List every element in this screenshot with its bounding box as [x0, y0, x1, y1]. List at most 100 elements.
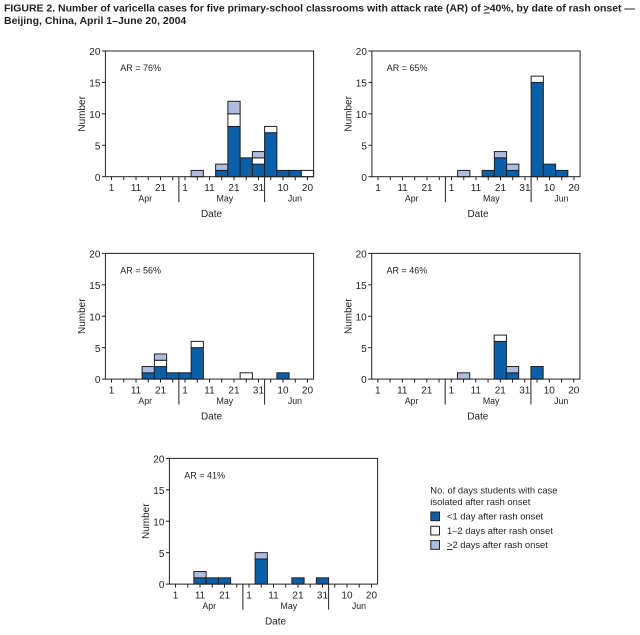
svg-text:0: 0	[159, 580, 165, 591]
svg-text:10: 10	[277, 386, 289, 397]
svg-text:11: 11	[397, 183, 408, 194]
svg-text:31: 31	[519, 183, 531, 194]
svg-text:1–2 days after rash onset: 1–2 days after rash onset	[447, 525, 553, 536]
svg-text:11: 11	[131, 183, 142, 194]
svg-text:21: 21	[495, 386, 507, 397]
svg-text:20: 20	[153, 455, 165, 466]
svg-text:1: 1	[375, 386, 381, 397]
svg-text:10: 10	[89, 110, 101, 121]
svg-text:Jun: Jun	[352, 601, 366, 611]
svg-text:11: 11	[397, 386, 408, 397]
svg-text:1: 1	[246, 591, 252, 602]
svg-text:Apr: Apr	[405, 194, 419, 204]
svg-text:21: 21	[292, 591, 304, 602]
svg-text:5: 5	[361, 344, 367, 355]
svg-text:AR = 76%: AR = 76%	[120, 63, 161, 73]
svg-text:Date: Date	[201, 209, 223, 220]
svg-text:Date: Date	[265, 616, 287, 627]
svg-text:Jun: Jun	[554, 194, 568, 204]
svg-text:11: 11	[268, 591, 279, 602]
svg-text:Date: Date	[467, 411, 489, 422]
svg-text:20: 20	[568, 183, 580, 194]
svg-text:10: 10	[153, 517, 165, 528]
svg-text:May: May	[483, 396, 500, 406]
svg-text:15: 15	[89, 79, 101, 90]
svg-text:31: 31	[253, 386, 265, 397]
svg-text:1: 1	[109, 183, 115, 194]
svg-text:20: 20	[302, 386, 314, 397]
svg-text:Number: Number	[343, 298, 354, 334]
svg-text:10: 10	[89, 312, 101, 323]
svg-text:21: 21	[421, 183, 433, 194]
svg-text:15: 15	[153, 486, 165, 497]
svg-text:21: 21	[228, 183, 240, 194]
svg-text:20: 20	[302, 183, 314, 194]
svg-text:31: 31	[317, 591, 329, 602]
svg-text:1: 1	[173, 591, 179, 602]
svg-text:1: 1	[182, 183, 188, 194]
svg-text:Number: Number	[77, 95, 88, 131]
svg-text:0: 0	[361, 375, 367, 386]
svg-text:11: 11	[471, 386, 482, 397]
svg-text:20: 20	[89, 250, 101, 261]
svg-text:1: 1	[375, 183, 381, 194]
svg-text:May: May	[483, 194, 500, 204]
svg-text:11: 11	[204, 386, 215, 397]
svg-text:21: 21	[495, 183, 507, 194]
svg-text:No. of days students with case: No. of days students with case	[430, 484, 557, 495]
svg-text:21: 21	[228, 386, 240, 397]
svg-text:10: 10	[356, 110, 368, 121]
svg-text:0: 0	[95, 375, 101, 386]
svg-text:Number: Number	[141, 503, 152, 539]
svg-text:0: 0	[95, 173, 101, 184]
svg-text:11: 11	[471, 183, 482, 194]
svg-text:>2 days after rash onset: >2 days after rash onset	[447, 539, 548, 550]
svg-text:20: 20	[366, 591, 378, 602]
svg-text:FIGURE 2. Number of varicella: FIGURE 2. Number of varicella cases for …	[4, 3, 635, 15]
svg-text:21: 21	[155, 386, 167, 397]
svg-text:31: 31	[519, 386, 531, 397]
svg-text:Date: Date	[201, 411, 223, 422]
svg-text:<1 day after rash onset: <1 day after rash onset	[447, 511, 544, 522]
svg-text:Beijing, China, April 1–June 2: Beijing, China, April 1–June 20, 2004	[4, 15, 186, 27]
svg-text:21: 21	[155, 183, 167, 194]
svg-text:31: 31	[253, 183, 265, 194]
svg-text:Jun: Jun	[288, 194, 302, 204]
svg-text:1: 1	[449, 183, 455, 194]
svg-text:Jun: Jun	[288, 396, 302, 406]
svg-text:Apr: Apr	[405, 396, 419, 406]
svg-text:11: 11	[195, 591, 206, 602]
svg-text:5: 5	[95, 141, 101, 152]
svg-text:15: 15	[89, 281, 101, 292]
svg-text:1: 1	[449, 386, 455, 397]
svg-text:5: 5	[95, 344, 101, 355]
svg-text:AR = 46%: AR = 46%	[387, 265, 428, 275]
svg-text:Date: Date	[467, 209, 489, 220]
svg-text:5: 5	[159, 549, 165, 560]
svg-text:20: 20	[356, 47, 368, 58]
svg-text:May: May	[217, 194, 234, 204]
svg-text:10: 10	[356, 312, 368, 323]
svg-text:Jun: Jun	[554, 396, 568, 406]
svg-text:0: 0	[361, 173, 367, 184]
svg-text:AR = 56%: AR = 56%	[120, 265, 161, 275]
svg-text:20: 20	[568, 386, 580, 397]
svg-text:11: 11	[131, 386, 142, 397]
svg-text:May: May	[217, 396, 234, 406]
svg-text:10: 10	[544, 183, 556, 194]
svg-text:Apr: Apr	[202, 601, 216, 611]
svg-text:21: 21	[421, 386, 433, 397]
svg-text:1: 1	[182, 386, 188, 397]
svg-text:isolated after rash onset: isolated after rash onset	[430, 496, 530, 507]
svg-text:20: 20	[89, 47, 101, 58]
svg-text:Number: Number	[77, 298, 88, 334]
svg-text:15: 15	[356, 79, 368, 90]
svg-text:Number: Number	[344, 95, 355, 131]
svg-text:AR = 41%: AR = 41%	[184, 470, 225, 480]
svg-text:AR = 65%: AR = 65%	[387, 63, 428, 73]
svg-text:Apr: Apr	[138, 194, 152, 204]
svg-text:20: 20	[356, 250, 368, 261]
svg-text:21: 21	[219, 591, 231, 602]
svg-text:1: 1	[109, 386, 115, 397]
svg-text:May: May	[281, 601, 298, 611]
